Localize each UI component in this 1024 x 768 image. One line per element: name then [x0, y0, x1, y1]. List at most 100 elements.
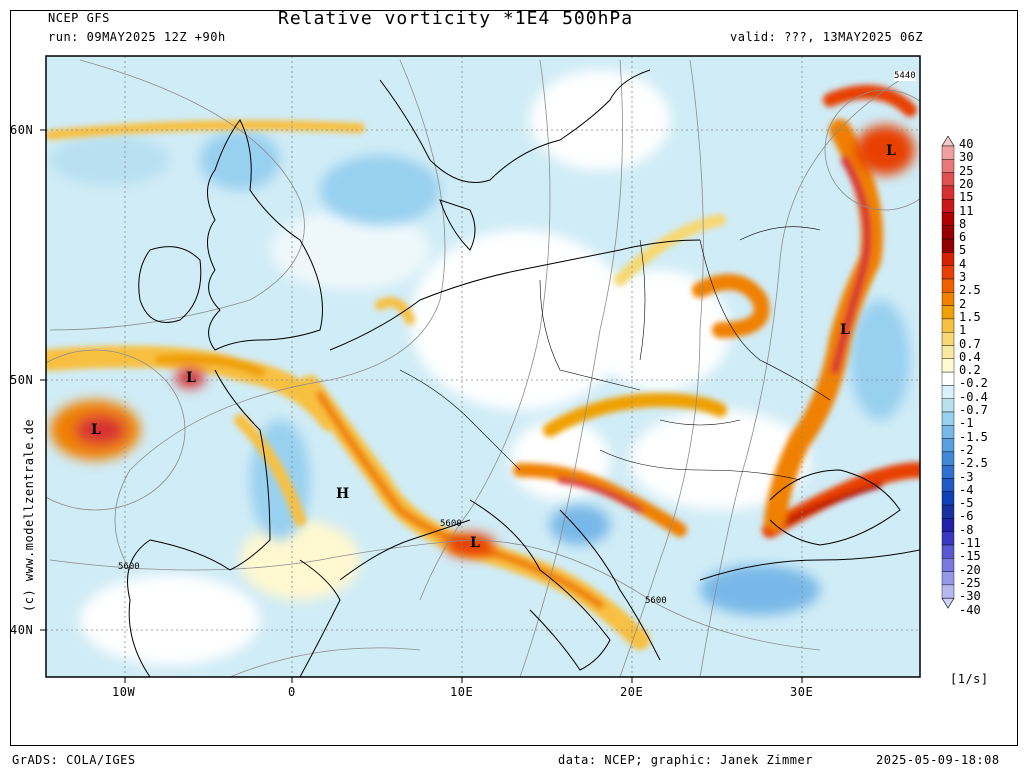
legend-swatch: [941, 331, 955, 346]
legend-swatch: [941, 451, 955, 466]
legend-unit: [1/s]: [950, 672, 989, 686]
low-center-corsica: L: [470, 535, 480, 551]
legend-arrow-top: [941, 136, 955, 147]
legend-swatch: [941, 504, 955, 519]
legend-level-label: 1: [959, 323, 967, 338]
legend-swatch: [941, 571, 955, 586]
legend-swatch: [941, 544, 955, 559]
legend-swatch: [941, 145, 955, 160]
legend-swatch: [941, 252, 955, 266]
outer-frame: [10, 10, 1018, 746]
legend-swatch: [941, 185, 955, 200]
legend-swatch: [941, 358, 955, 373]
legend-swatch: [941, 385, 955, 399]
legend-level-label: -8: [959, 522, 974, 537]
legend-level-label: 3: [959, 270, 967, 284]
legend-swatch: [941, 425, 955, 439]
lon-label-0: 0: [288, 685, 296, 699]
lon-label-30e: 30E: [790, 685, 814, 699]
legend-swatch: [941, 318, 955, 333]
legend-swatch: [941, 212, 955, 227]
model-label: NCEP GFS: [48, 11, 110, 25]
legend-level-label: 40: [959, 137, 974, 151]
contour-label-5600-east: 5600: [645, 596, 667, 606]
legend-level-label: -3: [959, 469, 974, 484]
lon-label-10w: 10W: [112, 685, 136, 699]
legend-level-label: 0.4: [959, 349, 981, 364]
lat-label-40n: 40N: [10, 623, 34, 637]
legend-colorbar: [941, 136, 955, 609]
legend-level-label: 0.2: [959, 363, 981, 378]
legend-level-label: 8: [959, 216, 967, 231]
legend-swatch: [941, 518, 955, 532]
legend-level-label: -20: [959, 562, 981, 577]
legend-swatch: [941, 371, 955, 386]
legend-swatch: [941, 398, 955, 413]
legend-swatch: [941, 478, 955, 493]
legend-level-label: -2.5: [959, 456, 988, 471]
legend-level-label: 5: [959, 243, 967, 258]
low-center-ukraine: L: [840, 322, 850, 338]
legend-swatch: [941, 491, 955, 506]
legend-swatch: [941, 292, 955, 306]
legend-level-label: 4: [959, 256, 967, 271]
chart-title: Relative vorticity *1E4 500hPa: [278, 8, 634, 29]
legend-swatch: [941, 159, 955, 173]
legend-level-label: -0.7: [959, 403, 988, 417]
lon-label-20e: 20E: [620, 685, 644, 699]
legend-level-label: -40: [959, 602, 981, 617]
legend-level-label: 25: [959, 163, 974, 178]
contour-label-5600-central: 5600: [440, 519, 462, 529]
legend-level-label: -15: [959, 549, 981, 564]
legend-swatch: [941, 345, 955, 360]
legend-level-label: -5: [959, 496, 974, 511]
contour-label-5600-west: 5600: [118, 562, 140, 572]
low-center-russia: L: [886, 143, 896, 159]
legend-level-label: -2: [959, 442, 974, 457]
legend-level-label: 20: [959, 176, 974, 191]
legend-swatch: [941, 411, 955, 426]
legend-level-label: -6: [959, 509, 974, 524]
lat-label-50n: 50N: [10, 373, 34, 387]
legend-swatch: [941, 278, 955, 293]
legend-level-label: -1.5: [959, 429, 988, 444]
legend-level-label: -0.4: [959, 389, 988, 404]
legend-level-label: -25: [959, 575, 981, 590]
legend-swatch: [941, 465, 955, 479]
high-center-france: H: [336, 486, 350, 502]
legend-swatch: [941, 305, 955, 320]
legend-swatch: [941, 172, 955, 187]
lon-label-10e: 10E: [450, 685, 474, 699]
footer-center: data: NCEP; graphic: Janek Zimmer: [558, 753, 813, 767]
legend-swatch: [941, 531, 955, 546]
run-label: run: 09MAY2025 12Z +90h: [48, 30, 226, 44]
legend-swatch: [941, 199, 955, 213]
legend-level-label: 0.7: [959, 336, 981, 351]
legend-swatch: [941, 558, 955, 572]
legend-level-label: -1: [959, 416, 974, 431]
footer-left: GrADS: COLA/IGES: [12, 753, 136, 767]
legend-swatch: [941, 438, 955, 453]
legend-swatch: [941, 265, 955, 280]
legend-level-label: 11: [959, 203, 974, 218]
legend-level-label: 2.5: [959, 283, 981, 298]
legend-swatch: [941, 225, 955, 240]
valid-label: valid: ???, 13MAY2025 06Z: [730, 30, 924, 44]
legend-swatch: [941, 238, 955, 253]
legend-level-label: 6: [959, 230, 967, 245]
legend-level-label: 1.5: [959, 309, 981, 324]
legend-level-label: -0.2: [959, 376, 988, 391]
low-center-biscay: L: [186, 370, 196, 386]
legend-level-label: 30: [959, 150, 974, 165]
legend-swatch: [941, 584, 955, 599]
legend-level-label: -4: [959, 482, 974, 497]
legend-level-label: 15: [959, 190, 974, 205]
lat-label-60n: 60N: [10, 123, 34, 137]
contour-label-5440: 5440: [894, 71, 916, 81]
legend-level-label: -11: [959, 536, 981, 550]
watermark: (c) www.modellzentrale.de: [22, 418, 36, 612]
legend-level-label: 2: [959, 296, 967, 311]
legend-arrow-bottom: [941, 597, 955, 609]
footer-right: 2025-05-09-18:08: [876, 753, 1000, 767]
legend-level-label: -30: [959, 589, 981, 604]
